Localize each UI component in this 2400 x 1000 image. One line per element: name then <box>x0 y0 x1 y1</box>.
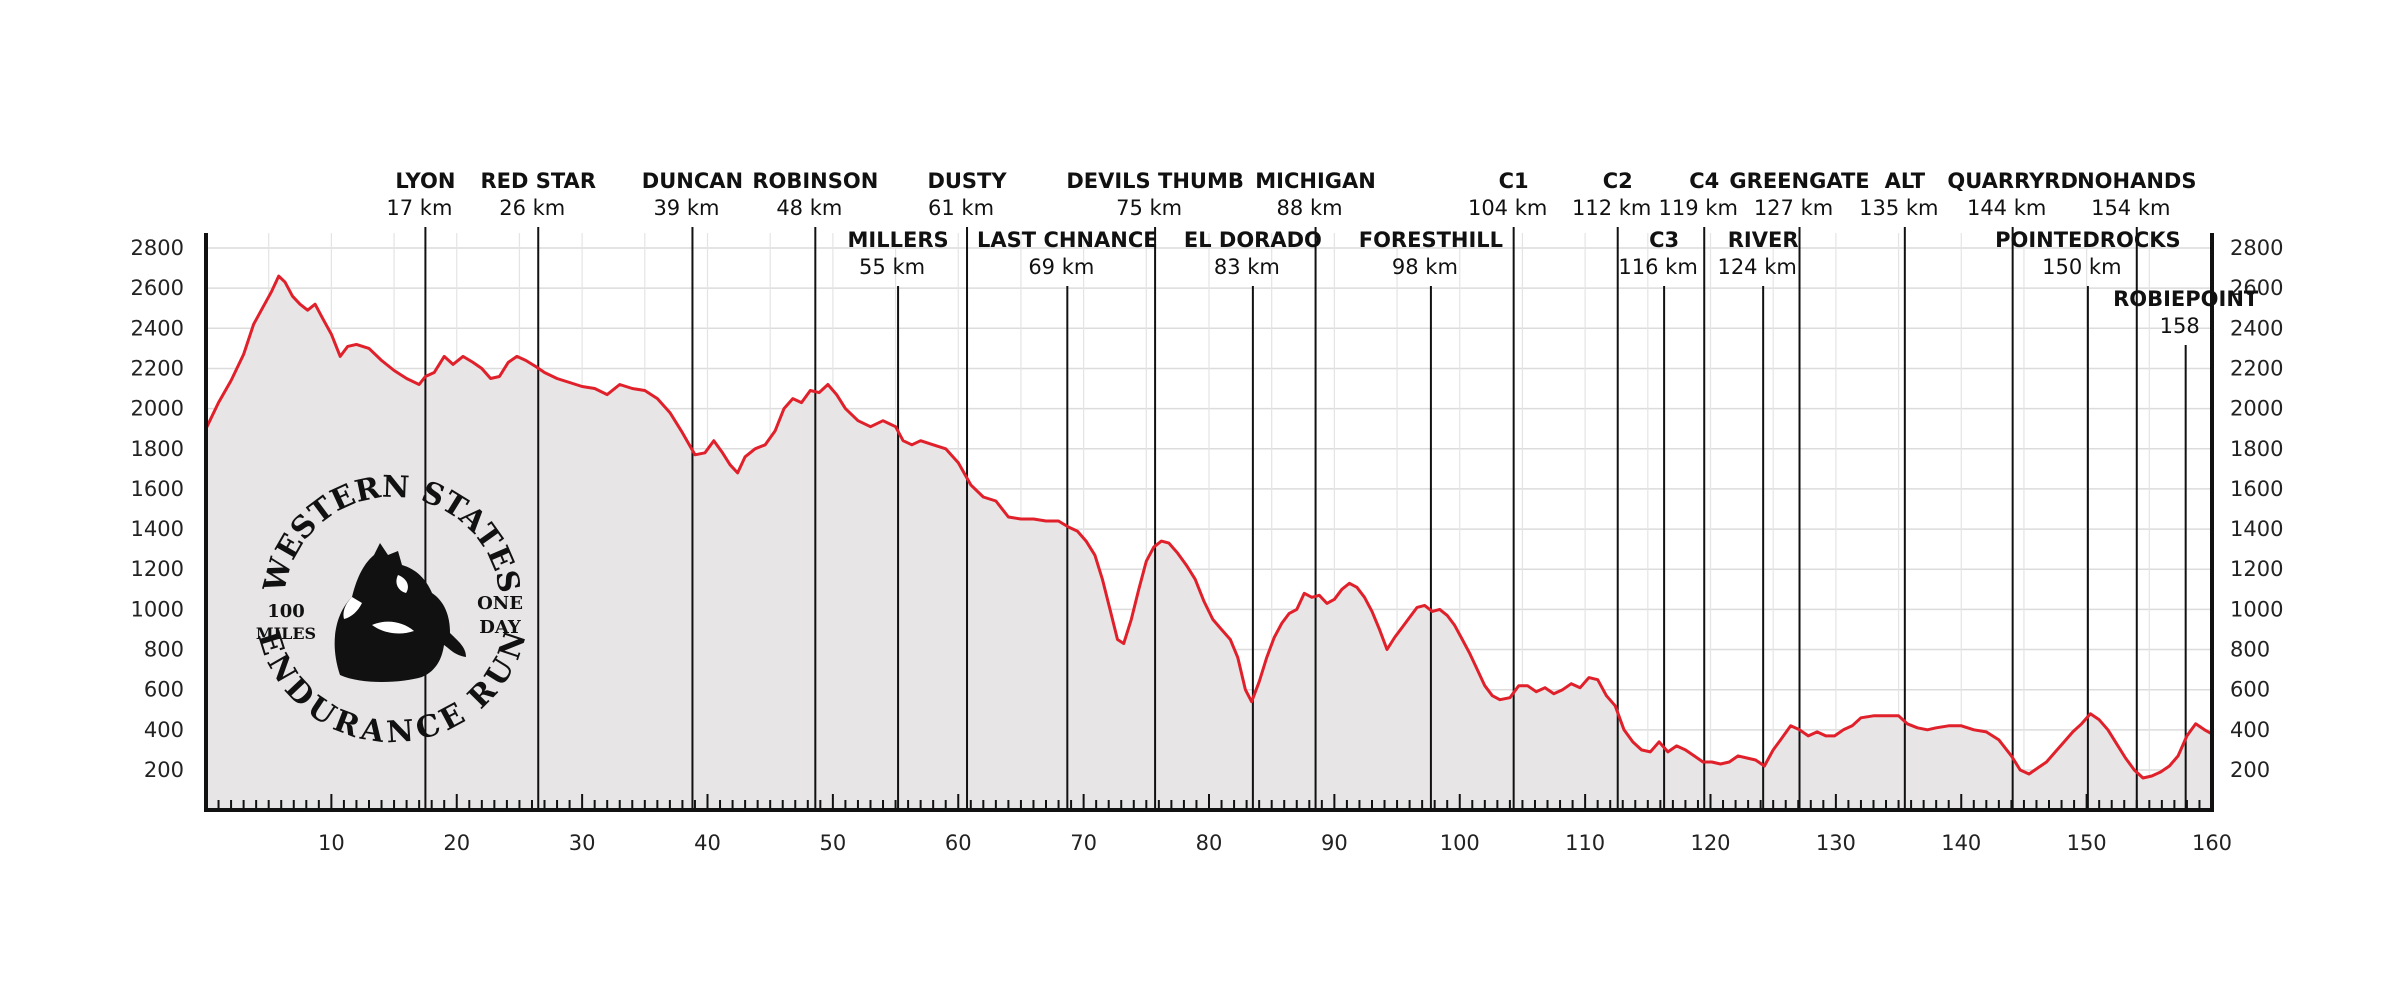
cougar-silhouette <box>334 543 466 682</box>
checkpoint-distance: 61 km <box>928 196 994 220</box>
checkpoint-distance: 69 km <box>1028 255 1094 279</box>
x-tick-label: 90 <box>1321 831 1348 855</box>
checkpoint-distance: 98 km <box>1392 255 1458 279</box>
checkpoint-distance: 112 km <box>1572 196 1651 220</box>
checkpoint-distance: 88 km <box>1277 196 1343 220</box>
checkpoint-distance: 17 km <box>386 196 452 220</box>
checkpoint-name: MILLERS <box>848 228 949 252</box>
checkpoint-distance: 154 km <box>2091 196 2170 220</box>
y-tick-label-left: 1200 <box>131 557 184 581</box>
y-tick-label-left: 2600 <box>131 276 184 300</box>
x-tick-label: 60 <box>945 831 972 855</box>
x-tick-label: 140 <box>1941 831 1981 855</box>
checkpoint-name: C4 <box>1689 169 1719 193</box>
checkpoint-name: DUSTY <box>927 169 1007 193</box>
y-tick-label-right: 2600 <box>2230 276 2283 300</box>
x-tick-label: 10 <box>318 831 345 855</box>
checkpoint-name: ROBINSON <box>752 169 878 193</box>
y-tick-label-left: 400 <box>144 718 184 742</box>
y-tick-label-right: 400 <box>2230 718 2270 742</box>
x-tick-label: 100 <box>1440 831 1480 855</box>
checkpoint-distance: 124 km <box>1717 255 1796 279</box>
checkpoint-name: DUNCAN <box>642 169 743 193</box>
checkpoint-name: ROBIEPOINT <box>2113 287 2259 311</box>
checkpoint-name: EL DORADO <box>1184 228 1322 252</box>
logo-right-top: ONE <box>477 593 523 614</box>
x-tick-label: 110 <box>1565 831 1605 855</box>
y-tick-label-right: 2400 <box>2230 316 2283 340</box>
y-tick-label-left: 2000 <box>131 397 184 421</box>
y-tick-label-left: 600 <box>144 678 184 702</box>
y-tick-label-right: 800 <box>2230 638 2270 662</box>
checkpoint-name: C3 <box>1649 228 1679 252</box>
checkpoint-distance: 144 km <box>1967 196 2046 220</box>
x-tick-label: 130 <box>1816 831 1856 855</box>
y-tick-label-left: 1000 <box>131 597 184 621</box>
y-tick-label-left: 2200 <box>131 356 184 380</box>
x-tick-label: 150 <box>2067 831 2107 855</box>
checkpoint-name: QUARRYRD <box>1947 169 2078 193</box>
checkpoint-distance: 75 km <box>1116 196 1182 220</box>
elevation-area <box>206 276 2212 811</box>
checkpoint-name: MICHIGAN <box>1255 169 1376 193</box>
y-tick-label-right: 1800 <box>2230 437 2283 461</box>
y-tick-label-left: 2800 <box>131 236 184 260</box>
y-tick-label-left: 1800 <box>131 437 184 461</box>
x-tick-label: 30 <box>569 831 596 855</box>
y-tick-label-right: 1400 <box>2230 517 2283 541</box>
logo-left-top: 100 <box>267 601 305 622</box>
checkpoint-distance: 127 km <box>1754 196 1833 220</box>
checkpoint-distance: 39 km <box>653 196 719 220</box>
checkpoint-distance: 150 km <box>2042 255 2121 279</box>
checkpoint-name: C2 <box>1603 169 1633 193</box>
checkpoint-name: RED STAR <box>480 169 596 193</box>
checkpoint-distance: 55 km <box>859 255 925 279</box>
checkpoint-distance: 83 km <box>1214 255 1280 279</box>
y-tick-label-right: 2800 <box>2230 236 2283 260</box>
logo-right-bottom: DAY <box>479 617 522 638</box>
y-tick-label-left: 2400 <box>131 316 184 340</box>
checkpoint-distance: 26 km <box>499 196 565 220</box>
checkpoint-name: DEVILS THUMB <box>1066 169 1244 193</box>
checkpoint-name: C1 <box>1499 169 1529 193</box>
checkpoint-distance: 135 km <box>1859 196 1938 220</box>
y-tick-label-right: 1000 <box>2230 597 2283 621</box>
checkpoint-distance: 48 km <box>776 196 842 220</box>
checkpoint-name: POINTEDROCKS <box>1995 228 2181 252</box>
checkpoint-name: LYON <box>395 169 455 193</box>
x-tick-label: 40 <box>694 831 721 855</box>
y-tick-label-left: 800 <box>144 638 184 662</box>
x-tick-label: 160 <box>2192 831 2232 855</box>
y-tick-label-right: 2000 <box>2230 397 2283 421</box>
checkpoint-name: NOHANDS <box>2077 169 2196 193</box>
x-tick-label: 120 <box>1690 831 1730 855</box>
x-tick-label: 20 <box>443 831 470 855</box>
checkpoint-name: LAST CHNANCE <box>977 228 1158 252</box>
checkpoint-distance: 104 km <box>1468 196 1547 220</box>
logo-left-bottom: MILES <box>256 624 316 643</box>
y-tick-label-right: 1200 <box>2230 557 2283 581</box>
y-tick-label-right: 600 <box>2230 678 2270 702</box>
checkpoint-name: GREENGATE <box>1729 169 1869 193</box>
y-tick-label-right: 1600 <box>2230 477 2283 501</box>
y-tick-label-right: 2200 <box>2230 356 2283 380</box>
checkpoint-distance: 158 <box>2160 314 2200 338</box>
y-tick-label-left: 1600 <box>131 477 184 501</box>
y-tick-label-left: 1400 <box>131 517 184 541</box>
checkpoint-distance: 116 km <box>1618 255 1697 279</box>
checkpoint-name: FORESTHILL <box>1359 228 1503 252</box>
elevation-line <box>204 274 2213 780</box>
checkpoint-name: RIVER <box>1728 228 1799 252</box>
checkpoint-name: ALT <box>1885 169 1926 193</box>
checkpoint-lines <box>424 227 2187 810</box>
axes: 200 200 400 400 600 600 800 800 1000 1000 1200 1200… <box>131 233 2283 855</box>
y-tick-label-left: 200 <box>144 758 184 782</box>
x-tick-label: 70 <box>1070 831 1097 855</box>
checkpoint-distance: 119 km <box>1659 196 1738 220</box>
x-tick-label: 50 <box>820 831 847 855</box>
y-tick-label-right: 200 <box>2230 758 2270 782</box>
checkpoint-labels: LYON 17 km RED STAR 26 km DUNCAN 39 km ROBINSO… <box>386 169 2259 338</box>
x-tick-label: 80 <box>1196 831 1223 855</box>
